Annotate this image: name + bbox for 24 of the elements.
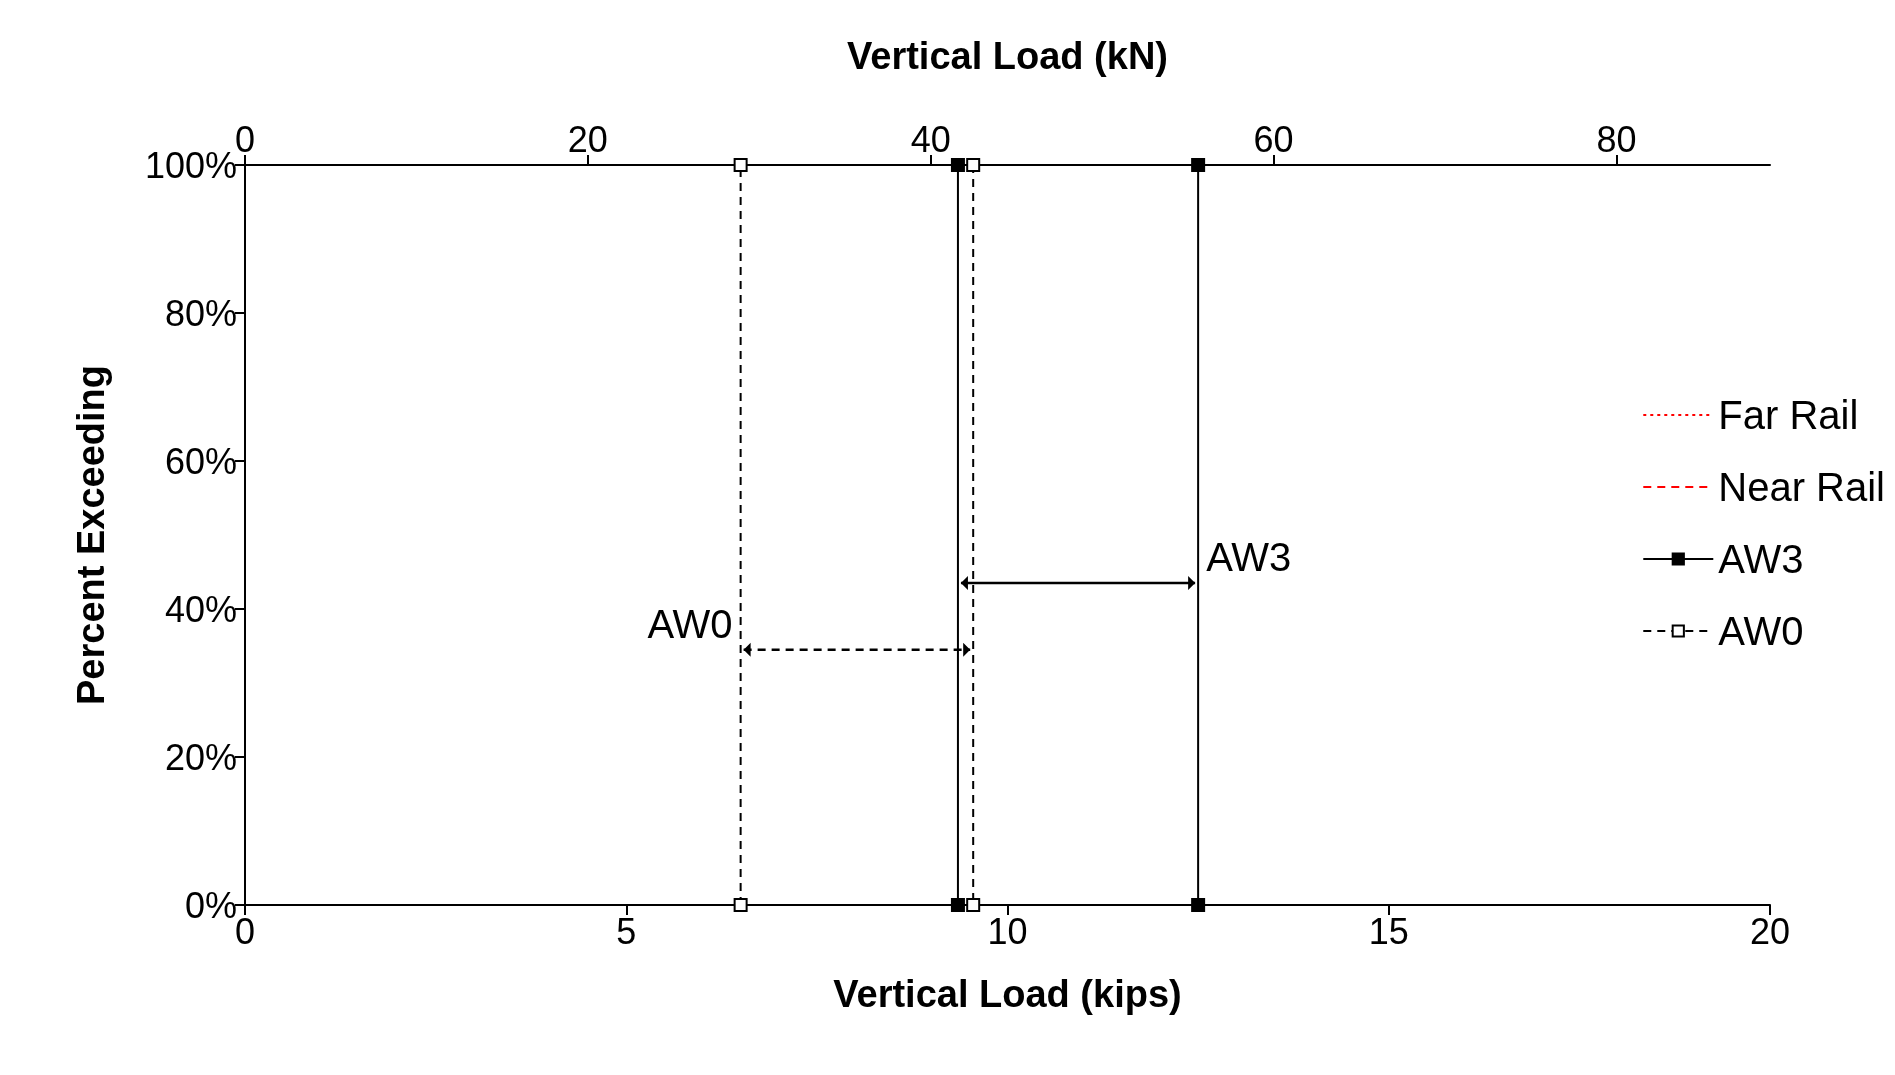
x-tick-label: 20 xyxy=(1749,910,1791,952)
x2-axis-title: Vertical Load (kN) xyxy=(847,35,1168,77)
x-tick-label: 5 xyxy=(616,910,637,952)
x2-tick-label: 60 xyxy=(1253,118,1294,160)
x2-tick-label: 40 xyxy=(910,118,951,160)
x-tick-label: 15 xyxy=(1368,910,1409,952)
x2-tick-label: 80 xyxy=(1596,118,1637,160)
y-tick-label: 0% xyxy=(184,884,237,926)
legend-label: AW0 xyxy=(1718,609,1804,653)
legend-label: Near Rail xyxy=(1718,465,1885,509)
annotation: AW3 xyxy=(1206,535,1292,580)
legend-label: Far Rail xyxy=(1718,393,1859,437)
y-axis-title: Percent Exceeding xyxy=(70,364,112,706)
x-axis-title: Vertical Load (kips) xyxy=(833,973,1182,1015)
y-tick-label: 60% xyxy=(164,440,237,482)
y-tick-label: 80% xyxy=(164,292,237,334)
legend-label: AW3 xyxy=(1718,537,1804,581)
y-tick-label: 20% xyxy=(164,736,237,778)
annotation: AW0 xyxy=(647,601,733,646)
x2-tick-label: 20 xyxy=(567,118,608,160)
x2-tick-label: 0 xyxy=(234,118,256,160)
x-tick-label: 10 xyxy=(987,910,1028,952)
y-tick-label: 40% xyxy=(164,588,237,630)
y-tick-label: 100% xyxy=(144,144,237,186)
